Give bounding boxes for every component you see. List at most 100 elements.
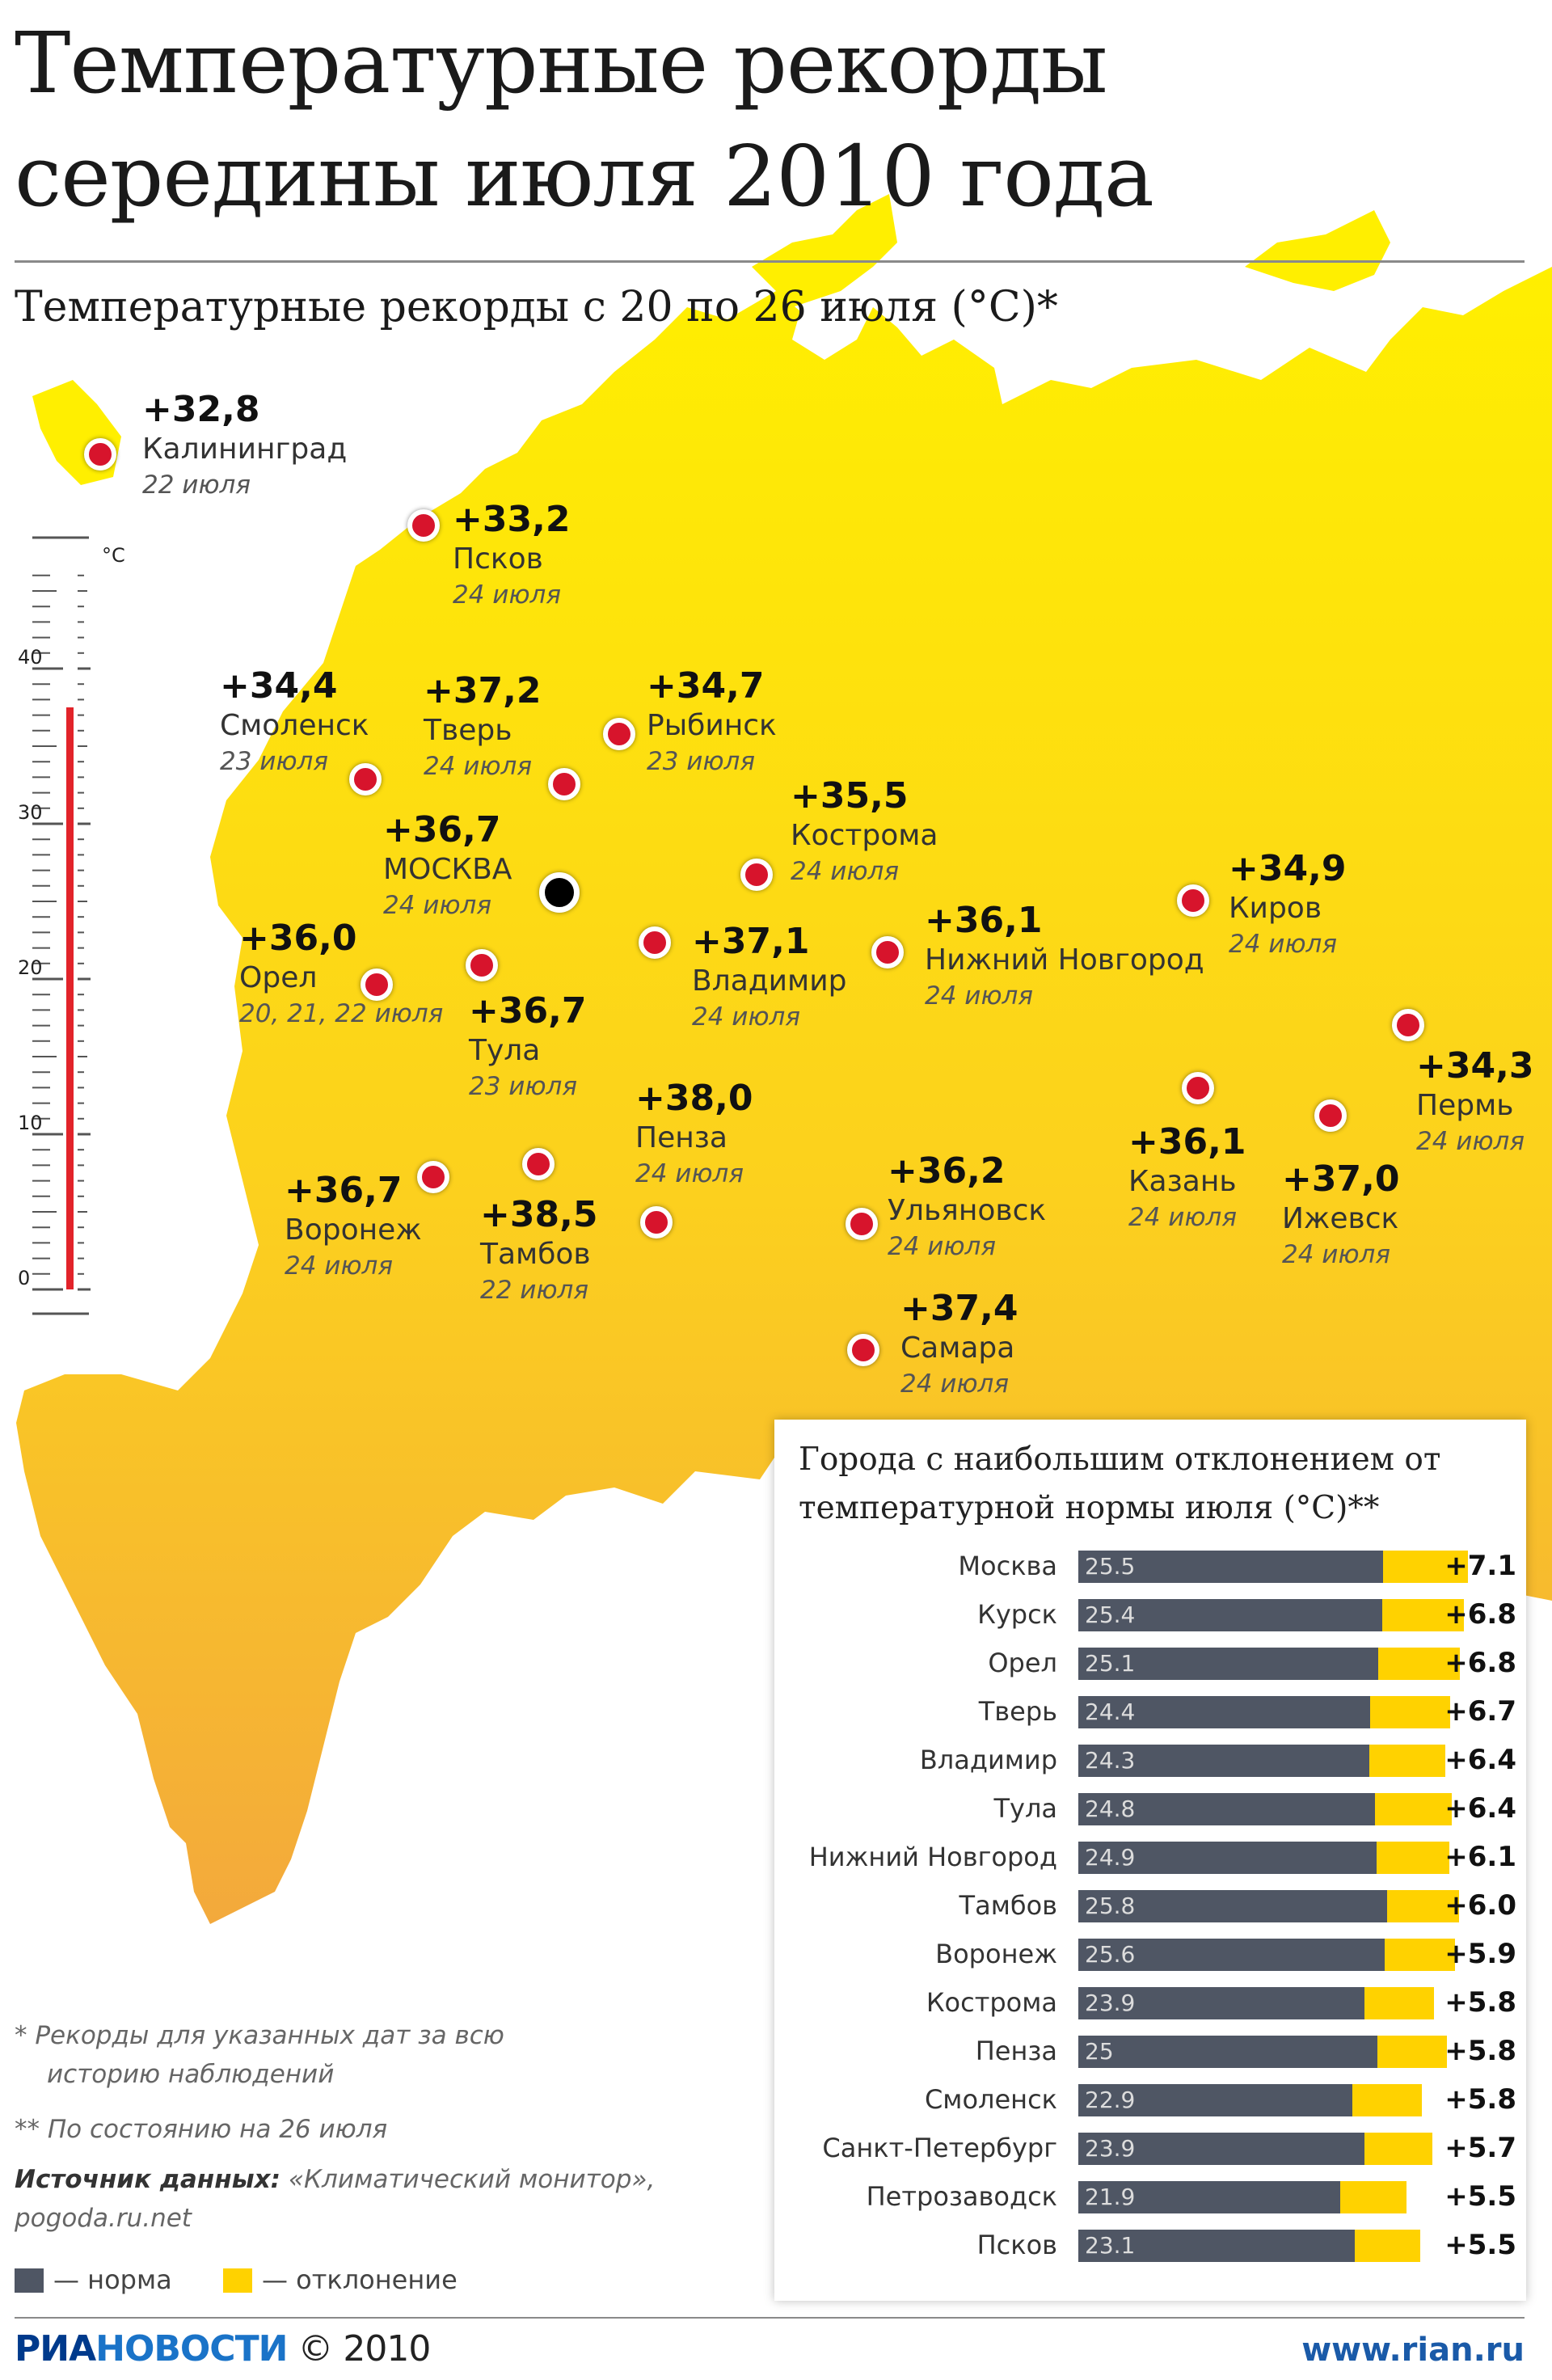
bar-row: Курск 25.4 +6.8	[774, 1596, 1526, 1633]
city-value: +36,0	[239, 918, 357, 959]
bar-deviation	[1370, 1696, 1451, 1728]
thermometer: 0 10 20 30 40 °С	[18, 536, 125, 1315]
bar-deviation	[1364, 2133, 1433, 2165]
bar-deviation	[1381, 1599, 1464, 1631]
bar-deviation-label: +5.7	[1444, 2132, 1516, 2164]
bar-deviation	[1364, 1987, 1434, 2019]
city-date: 24 июля	[1128, 1203, 1238, 1232]
city-name: Пенза	[635, 1121, 728, 1154]
thermometer-tick-label: 20	[18, 956, 43, 979]
page-title: Температурные рекорды середины июля 2010…	[15, 6, 1534, 233]
bar-row: Тула 24.8 +6.4	[774, 1790, 1526, 1827]
thermometer-tick-label: 40	[18, 646, 43, 669]
city-date: 24 июля	[900, 1369, 1010, 1399]
city-name: Самара	[900, 1331, 1015, 1365]
bar-deviation	[1378, 1648, 1461, 1680]
city-marker-pskov	[407, 509, 440, 542]
city-label: +38,5 Тамбов 22 июля	[480, 1195, 597, 1306]
bar-deviation	[1376, 1842, 1449, 1874]
bar-norm: 25.6	[1078, 1939, 1385, 1971]
city-label: +37,4 Самара 24 июля	[900, 1289, 1018, 1400]
bar-norm: 24.8	[1078, 1793, 1376, 1825]
bar-category-label: Петрозаводск	[866, 2181, 1057, 2212]
bar-norm: 23.9	[1078, 1987, 1364, 2019]
site-url[interactable]: www.rian.ru	[1301, 2331, 1525, 2369]
footer-divider	[15, 2317, 1525, 2319]
city-label: +36,7 МОСКВА 24 июля	[383, 810, 512, 922]
city-label: +36,7 Воронеж 24 июля	[285, 1171, 422, 1282]
bar-deviation-label: +6.8	[1444, 1598, 1516, 1631]
thermometer-unit: °С	[102, 544, 125, 567]
bar-deviation-label: +6.8	[1444, 1647, 1516, 1679]
city-name: Тверь	[424, 714, 512, 747]
city-value: +34,9	[1229, 848, 1347, 889]
city-label: +33,2 Псков 24 июля	[453, 500, 570, 611]
city-label: +32,8 Калининград 22 июля	[142, 390, 347, 501]
bar-norm: 24.4	[1078, 1696, 1371, 1728]
bar-row: Смоленск 22.9 +5.8	[774, 2081, 1526, 2118]
city-marker-ulyanovsk	[846, 1208, 878, 1240]
brand-novosti: НОВОСТИ	[95, 2328, 288, 2369]
city-value: +37,1	[692, 921, 810, 962]
city-date: 24 июля	[453, 580, 562, 610]
city-date: 24 июля	[383, 891, 492, 920]
city-date: 24 июля	[1282, 1240, 1391, 1269]
bar-norm: 25.8	[1078, 1890, 1387, 1922]
footnote-1: * Рекорды для указанных дат за всю истор…	[15, 2016, 504, 2094]
city-marker-perm	[1392, 1009, 1424, 1041]
brand-logo: РИАНОВОСТИ © 2010	[15, 2328, 431, 2369]
city-marker-kirov	[1177, 884, 1209, 917]
panel-title: Города с наибольшим отклонением от темпе…	[799, 1441, 1441, 1526]
footnote-2: ** По состоянию на 26 июля	[15, 2115, 388, 2144]
map-north-top	[752, 194, 897, 307]
city-name: Рыбинск	[647, 709, 777, 742]
city-label: +37,2 Тверь 24 июля	[424, 671, 541, 783]
bar-deviation	[1375, 1793, 1452, 1825]
city-name: Пермь	[1416, 1089, 1514, 1122]
city-value: +36,7	[285, 1170, 403, 1211]
city-marker-voronezh	[417, 1161, 449, 1193]
city-name: Псков	[453, 542, 543, 576]
city-marker-nizhny-novgorod	[871, 936, 904, 968]
city-marker-samara	[847, 1334, 879, 1366]
city-date: 22 июля	[480, 1276, 589, 1305]
map-land	[16, 267, 1552, 1924]
title-line-2: середины июля 2010 года	[15, 127, 1154, 226]
bar-category-label: Пенза	[975, 2036, 1057, 2066]
city-value: +38,5	[480, 1194, 598, 1235]
bar-deviation-label: +5.8	[1444, 1986, 1516, 2019]
brand-ria: РИА	[15, 2328, 96, 2369]
bar-category-label: Орел	[988, 1648, 1057, 1678]
bar-category-label: Москва	[958, 1551, 1057, 1581]
city-name: Орел	[239, 961, 318, 994]
city-marker-penza	[640, 1206, 673, 1239]
city-name: Тамбов	[480, 1238, 591, 1271]
city-value: +35,5	[791, 775, 909, 817]
city-marker-izhevsk	[1314, 1099, 1347, 1132]
map-kaliningrad	[32, 380, 121, 485]
bar-norm: 25.5	[1078, 1551, 1384, 1583]
source-url: pogoda.ru.net	[15, 2204, 192, 2233]
deviation-panel: Города с наибольшим отклонением от темпе…	[774, 1420, 1526, 2301]
city-name: Казань	[1128, 1165, 1237, 1198]
bar-row: Петрозаводск 21.9 +5.5	[774, 2178, 1526, 2215]
city-date: 24 июля	[635, 1159, 744, 1188]
city-label: +35,5 Кострома 24 июля	[791, 776, 938, 888]
city-value: +36,2	[888, 1150, 1006, 1192]
city-value: +33,2	[453, 499, 571, 540]
legend-deviation-swatch	[223, 2268, 252, 2293]
bar-category-label: Тамбов	[959, 1890, 1057, 1921]
city-label: +36,7 Тула 23 июля	[469, 991, 586, 1103]
city-date: 23 июля	[220, 747, 329, 776]
bar-norm: 22.9	[1078, 2084, 1352, 2116]
city-value: +34,3	[1416, 1045, 1534, 1087]
bar-deviation-label: +6.1	[1444, 1841, 1516, 1873]
bar-category-label: Воронеж	[935, 1939, 1057, 1969]
city-marker-tver	[548, 768, 580, 800]
city-marker-moscow	[539, 872, 580, 913]
thermometer-tick-label: 30	[18, 801, 43, 824]
bar-row: Орел 25.1 +6.8	[774, 1644, 1526, 1682]
city-name: Ульяновск	[888, 1194, 1047, 1227]
legend-norm-swatch	[15, 2268, 44, 2293]
bar-deviation-label: +7.1	[1444, 1550, 1516, 1582]
